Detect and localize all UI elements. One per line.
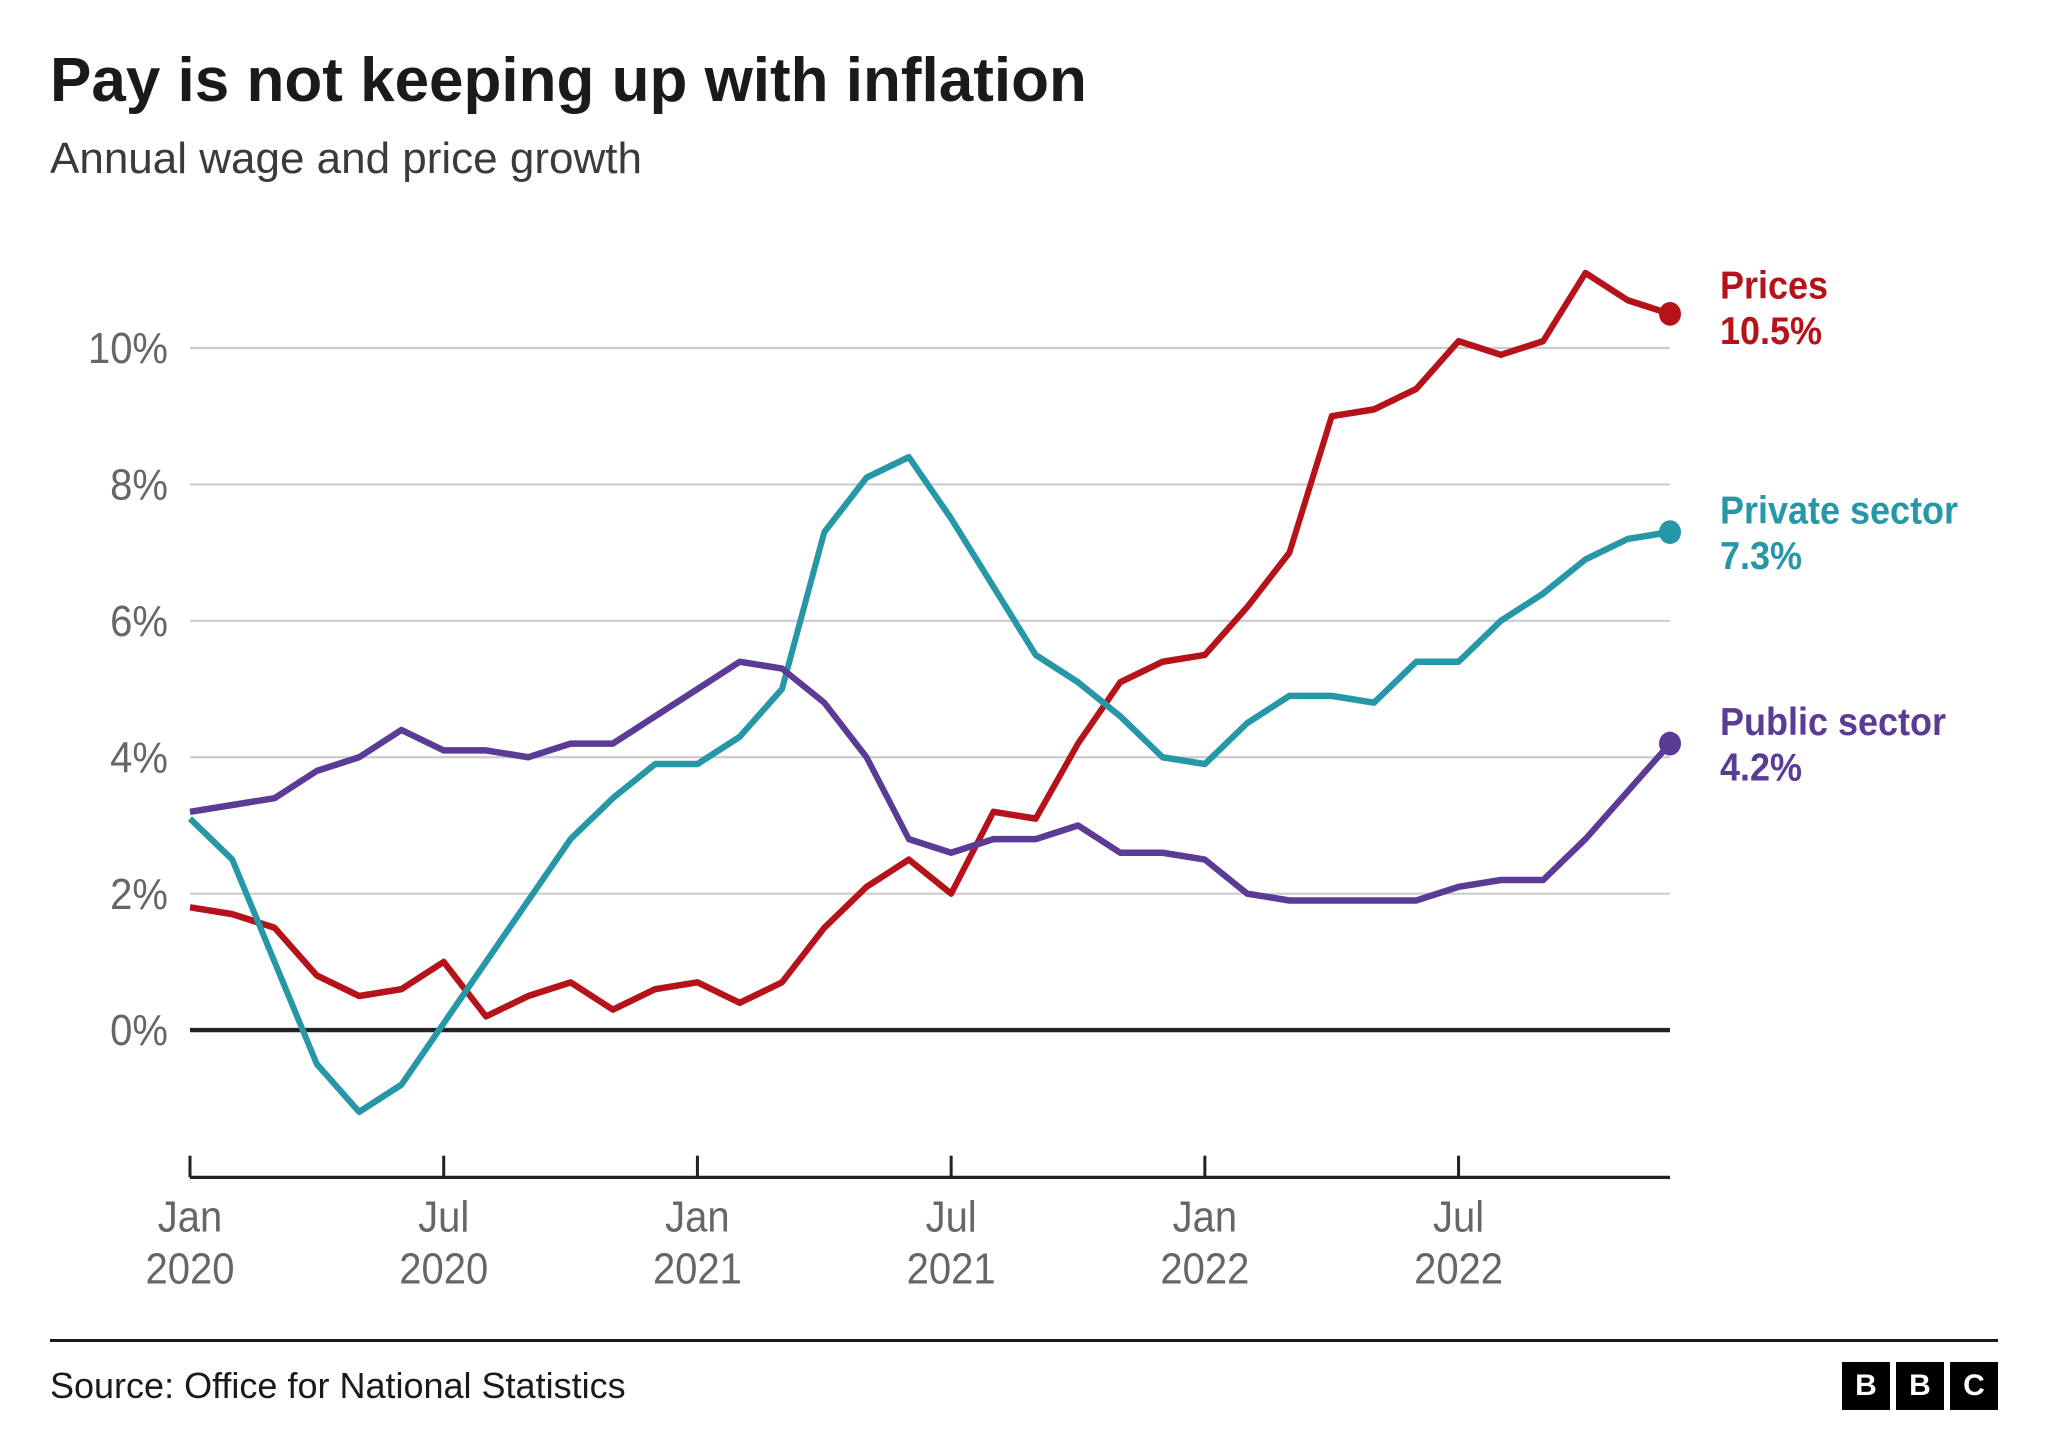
end-marker: [1659, 732, 1681, 756]
series-label: Private sector: [1720, 488, 1958, 532]
y-tick-label: 8%: [110, 460, 168, 509]
end-marker: [1659, 302, 1681, 326]
x-tick-label: 2022: [1160, 1244, 1249, 1293]
series-label: Public sector: [1720, 700, 1946, 744]
x-tick-label: Jul: [1433, 1192, 1484, 1241]
x-tick-label: Jan: [1173, 1192, 1237, 1241]
footer: Source: Office for National Statistics B…: [50, 1339, 1998, 1410]
series-prices: [190, 273, 1670, 1016]
line-chart-svg: 0%2%4%6%8%10%Jan2020Jul2020Jan2021Jul202…: [50, 224, 1998, 1329]
source-text: Source: Office for National Statistics: [50, 1365, 626, 1407]
x-tick-label: 2020: [146, 1244, 235, 1293]
logo-block: B: [1896, 1362, 1944, 1410]
y-tick-label: 0%: [110, 1006, 168, 1055]
logo-block: C: [1950, 1362, 1998, 1410]
x-tick-label: 2021: [653, 1244, 742, 1293]
series-label: Prices: [1720, 263, 1828, 307]
series-private-sector: [190, 457, 1670, 1112]
series-public-sector: [190, 662, 1670, 901]
y-tick-label: 10%: [88, 324, 168, 373]
end-marker: [1659, 520, 1681, 544]
chart-title: Pay is not keeping up with inflation: [50, 45, 1998, 116]
y-tick-label: 6%: [110, 596, 168, 645]
x-tick-label: 2020: [399, 1244, 488, 1293]
chart-area: 0%2%4%6%8%10%Jan2020Jul2020Jan2021Jul202…: [50, 224, 1998, 1329]
y-tick-label: 2%: [110, 869, 168, 918]
x-tick-label: Jul: [926, 1192, 977, 1241]
series-value-label: 10.5%: [1720, 309, 1822, 353]
logo-block: B: [1842, 1362, 1890, 1410]
x-tick-label: 2022: [1414, 1244, 1503, 1293]
series-value-label: 4.2%: [1720, 745, 1802, 789]
x-tick-label: Jan: [665, 1192, 729, 1241]
x-tick-label: Jul: [418, 1192, 469, 1241]
bbc-logo: BBC: [1842, 1362, 1998, 1410]
chart-subtitle: Annual wage and price growth: [50, 134, 1998, 184]
x-tick-label: Jan: [158, 1192, 222, 1241]
x-tick-label: 2021: [907, 1244, 996, 1293]
series-value-label: 7.3%: [1720, 534, 1802, 578]
y-tick-label: 4%: [110, 733, 168, 782]
